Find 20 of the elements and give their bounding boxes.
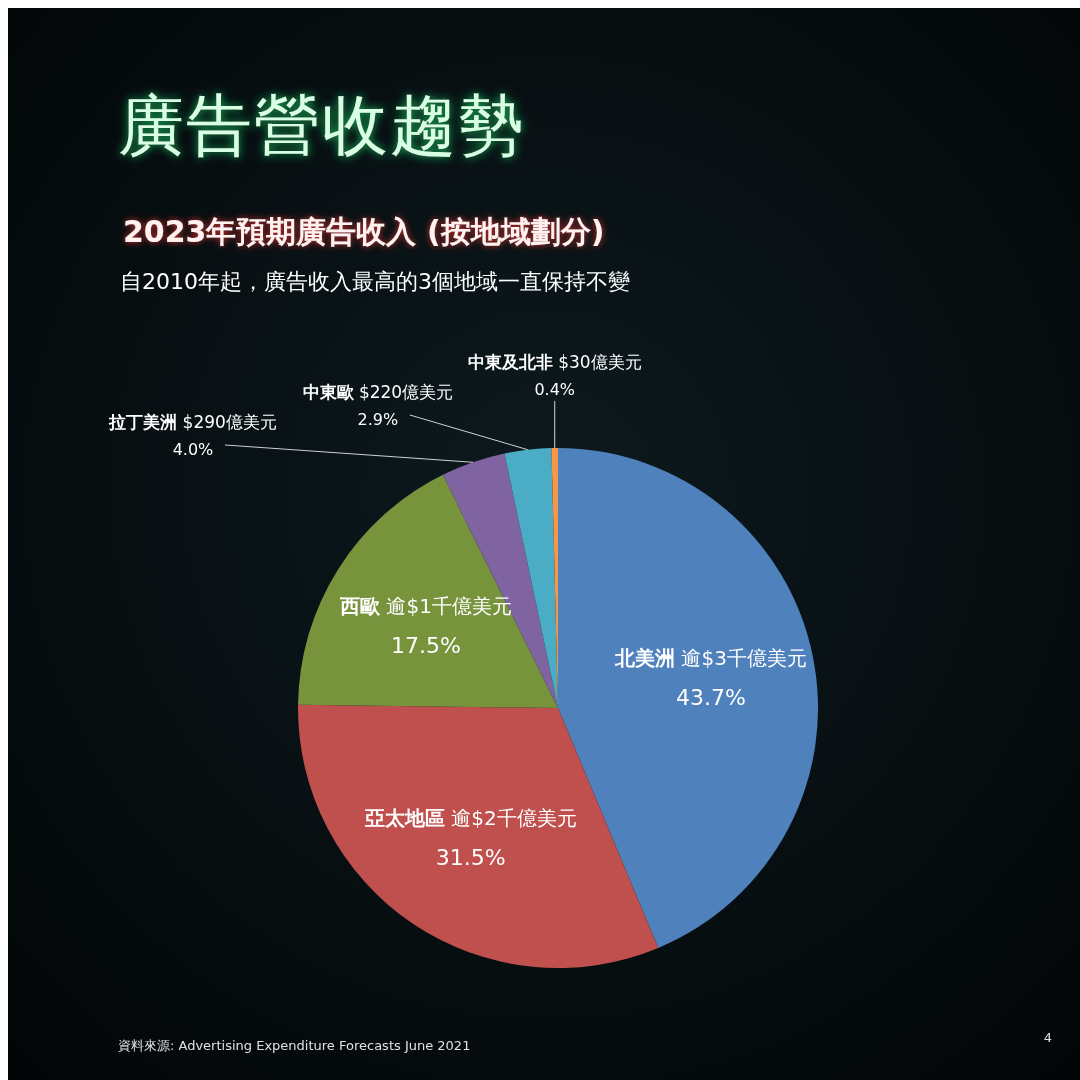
data-label: 4.0%	[172, 440, 214, 459]
data-label: 43.7%	[676, 685, 746, 711]
pie-slice	[558, 448, 818, 948]
chart-subtitle: 2023年預期廣告收入 (按地域劃分)	[123, 214, 605, 249]
source-note: 資料來源: Advertising Expenditure Forecasts June 2021	[118, 1038, 471, 1053]
data-label: 2.9%	[357, 410, 399, 429]
text: 自2010年起，廣告收入最高的3個地域一直保持不變	[120, 269, 630, 294]
slice-label: 西歐 逾$1千億美元	[339, 593, 512, 618]
chart-title: 廣告營收趨勢	[118, 87, 526, 164]
slice-label: 拉丁美洲 $290億美元	[108, 412, 277, 432]
data-label: 17.5%	[391, 632, 461, 658]
slice-label: 亞太地區 逾$2千億美元	[363, 806, 577, 831]
slice-label: 北美洲 逾$3千億美元	[614, 646, 807, 671]
pie-slice	[298, 704, 659, 968]
slice-label: 中東歐 $220億美元	[302, 382, 454, 402]
data-label: 0.4%	[534, 380, 576, 399]
pie-slice	[298, 474, 558, 708]
data-label: 31.5%	[435, 845, 506, 871]
text: 4	[1043, 1030, 1053, 1045]
slice-label: 中東及北非 $30億美元	[467, 352, 642, 372]
